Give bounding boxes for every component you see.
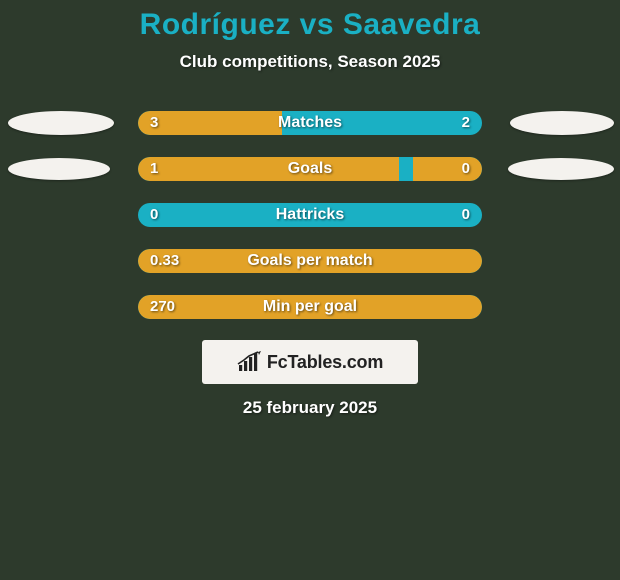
stat-bar: 0.33Goals per match <box>138 249 482 273</box>
stat-bar: 32Matches <box>138 111 482 135</box>
stat-row-hattricks: 0 0Hattricks <box>0 202 620 228</box>
stats-comparison-card: Rodríguez vs Saavedra Club competitions,… <box>0 0 620 580</box>
page-title: Rodríguez vs Saavedra <box>0 0 620 42</box>
stat-row-goals-per-match: 0.33Goals per match <box>0 248 620 274</box>
player-right-ellipse <box>510 111 614 135</box>
stat-rows: 32Matches 10Goals 0 0Hattricks 0.33Goals per… <box>0 110 620 320</box>
brand-box: FcTables.com <box>202 340 418 384</box>
date-text: 25 february 2025 <box>0 398 620 418</box>
stat-bar-right-fill <box>413 157 482 181</box>
stat-label: Hattricks <box>138 203 482 227</box>
chart-icon <box>237 351 263 373</box>
stat-bar-left-fill <box>138 111 282 135</box>
stat-row-goals: 10Goals <box>0 156 620 182</box>
stat-bar-left-fill <box>138 249 482 273</box>
stat-bar: 10Goals <box>138 157 482 181</box>
stat-bar: 270Min per goal <box>138 295 482 319</box>
stat-bar: 0 0Hattricks <box>138 203 482 227</box>
stat-value-right: 0 <box>462 203 470 227</box>
player-right-ellipse <box>508 158 614 180</box>
player-left-ellipse <box>8 158 110 180</box>
stat-bar-left-fill <box>138 157 399 181</box>
stat-value-left: 0 <box>150 203 158 227</box>
stat-bar-left-fill <box>138 295 482 319</box>
player-left-ellipse <box>8 111 114 135</box>
brand-text: FcTables.com <box>267 352 383 373</box>
stat-row-min-per-goal: 270Min per goal <box>0 294 620 320</box>
stat-value-right: 2 <box>462 111 470 135</box>
stat-row-matches: 32Matches <box>0 110 620 136</box>
subtitle: Club competitions, Season 2025 <box>0 52 620 72</box>
